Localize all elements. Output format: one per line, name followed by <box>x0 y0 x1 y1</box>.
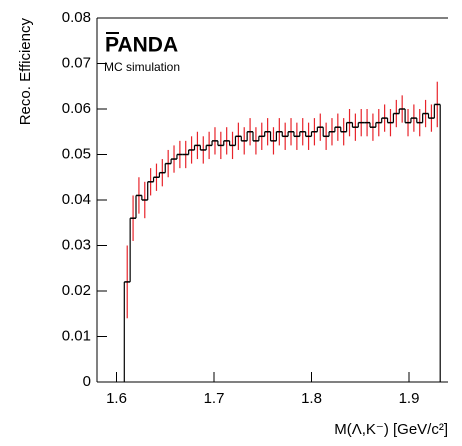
y-tick-label: 0.03 <box>62 236 91 253</box>
x-tick-label: 1.8 <box>301 390 322 407</box>
y-tick-label: 0.02 <box>62 282 91 299</box>
x-tick-label: 1.6 <box>106 390 127 407</box>
y-tick-label: 0.05 <box>62 145 91 162</box>
subtitle: MC simulation <box>104 60 180 74</box>
y-tick-label: 0 <box>83 373 91 390</box>
x-tick-label: 1.9 <box>399 390 420 407</box>
y-tick-label: 0.01 <box>62 327 91 344</box>
y-tick-label: 0.08 <box>62 9 91 26</box>
y-tick-label: 0.07 <box>62 54 91 71</box>
x-tick-label: 1.7 <box>204 390 225 407</box>
chart-title: PANDA <box>105 34 178 57</box>
y-tick-label: 0.04 <box>62 191 91 208</box>
y-axis-label: Reco. Efficiency <box>17 18 34 126</box>
x-axis-label: M(Λ,K⁻) [GeV/c²] <box>334 421 448 438</box>
y-tick-label: 0.06 <box>62 100 91 117</box>
